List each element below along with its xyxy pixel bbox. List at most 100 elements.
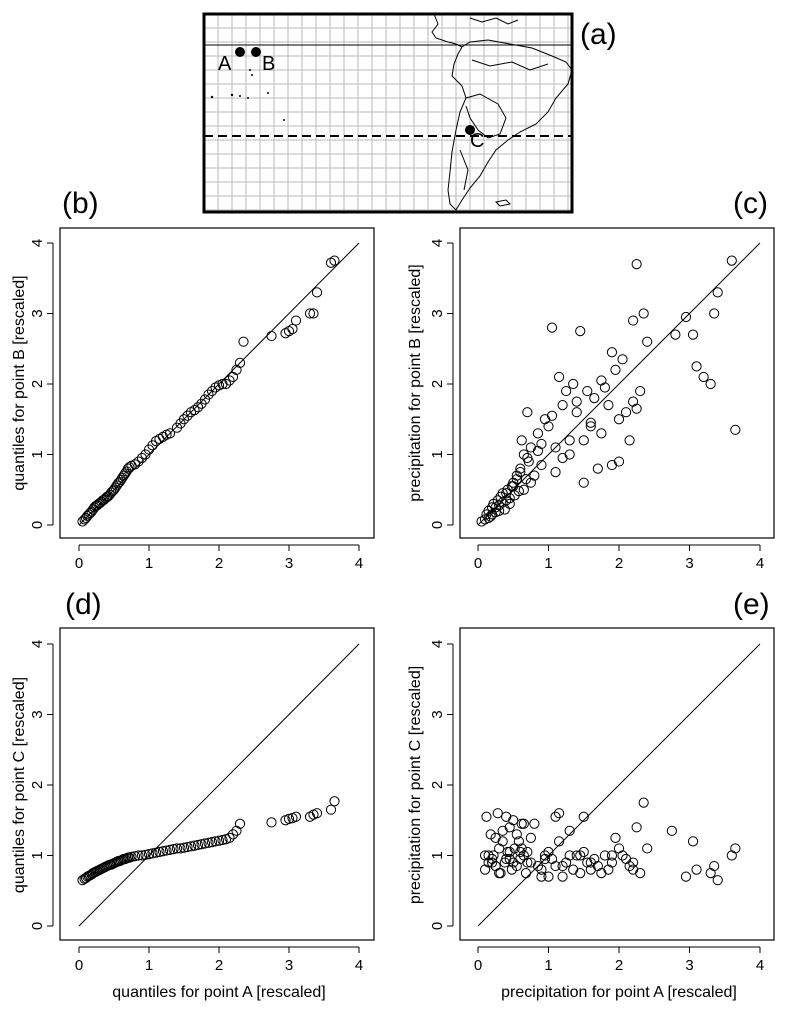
data-point-b (231, 364, 242, 375)
data-point-e (585, 857, 596, 868)
y-tick-label-d: 1 (29, 851, 46, 859)
data-point-e (516, 843, 527, 854)
data-point-c (518, 449, 529, 460)
data-point-e (613, 843, 625, 854)
y-tick-label-b: 0 (29, 521, 46, 529)
point-a-label: A (218, 53, 232, 75)
data-point-e (529, 818, 540, 829)
x-tick-label-e: 0 (474, 957, 482, 974)
data-point-c (568, 378, 579, 390)
x-tick-label-e: 1 (544, 957, 552, 974)
data-point-b (308, 308, 319, 319)
y-tick-label-b: 4 (29, 239, 46, 247)
data-point-d (199, 838, 211, 849)
data-point-e (522, 857, 533, 868)
data-point-c (536, 438, 547, 450)
data-point-e (564, 850, 575, 861)
scatter-plot-b: 0 1 2 3 4 0 1 2 3 4 (29, 227, 375, 572)
data-point-e (680, 871, 692, 882)
data-point-d (143, 848, 155, 860)
data-point-c (571, 396, 582, 407)
data-point-b (287, 323, 298, 335)
data-point-e (488, 850, 499, 861)
data-point-c (631, 259, 642, 270)
plot-frame-b (59, 227, 375, 539)
y-tick-label-d: 4 (29, 640, 46, 648)
data-point-e (585, 864, 596, 875)
country-border-1 (465, 93, 507, 139)
data-point-c (529, 470, 540, 481)
data-point-b (154, 433, 165, 445)
data-point-b (164, 428, 176, 439)
data-point-e (494, 843, 505, 854)
x-tick-label-e: 2 (615, 957, 623, 974)
data-point-e (536, 864, 547, 875)
data-point-d (161, 845, 172, 856)
data-point-c (628, 315, 639, 326)
x-tick-label-d: 1 (145, 957, 153, 974)
data-point-b (329, 255, 340, 266)
data-point-d (203, 837, 214, 848)
data-point-c (490, 502, 501, 513)
y-tick-label-c: 4 (429, 239, 446, 247)
data-point-c (536, 459, 547, 471)
data-point-c (691, 361, 702, 372)
data-point-c (631, 403, 642, 414)
point-c-label: C (470, 130, 484, 152)
south-america-outline (447, 39, 573, 211)
data-point-c (522, 407, 533, 418)
data-point-b (311, 287, 323, 298)
data-point-e (705, 868, 716, 879)
y-tick-label-e: 1 (429, 851, 446, 859)
data-point-d (227, 829, 239, 840)
data-point-e (712, 875, 723, 886)
x-tick-label-b: 0 (75, 555, 83, 572)
data-point-e (628, 864, 639, 875)
data-point-d (126, 851, 137, 863)
data-point-e (494, 868, 505, 879)
ylabel-c: precipitation for point B [rescaled] (407, 264, 424, 501)
data-point-c (483, 512, 494, 524)
data-point-e (518, 850, 529, 861)
data-point-e (606, 850, 618, 861)
data-point-b (129, 459, 141, 470)
data-point-e (516, 818, 527, 829)
data-point-c (492, 495, 503, 506)
data-point-e (709, 860, 720, 872)
xlabel-d: quantiles for point A [rescaled] (112, 984, 325, 1001)
data-point-c (606, 459, 618, 471)
data-point-e (617, 850, 628, 861)
data-point-e (592, 860, 603, 872)
panel-label-e: (e) (733, 588, 770, 621)
data-point-c (726, 255, 737, 266)
data-point-e (638, 797, 649, 808)
data-point-c (709, 308, 720, 319)
data-point-c (628, 396, 639, 407)
y-tick-label-d: 0 (29, 922, 46, 930)
data-point-c (599, 382, 611, 393)
data-point-c (635, 385, 646, 397)
x-tick-label-c: 4 (756, 555, 764, 572)
data-point-c (515, 463, 526, 474)
pacific-islands (210, 69, 285, 121)
data-point-d (164, 844, 176, 855)
data-point-b (136, 452, 148, 464)
data-point-c (557, 452, 568, 464)
data-point-c (730, 424, 741, 435)
data-point-e (631, 822, 642, 833)
point-c-marker (465, 125, 475, 135)
data-point-e (691, 864, 702, 875)
data-point-e (497, 836, 508, 847)
data-point-c (522, 452, 533, 464)
data-point-b (157, 431, 169, 442)
data-point-b (280, 328, 291, 339)
data-point-d (178, 842, 190, 853)
data-point-c (511, 474, 522, 485)
data-point-d (234, 818, 246, 829)
data-point-b (227, 371, 239, 383)
country-border-4 (459, 149, 469, 191)
data-point-e (596, 868, 607, 879)
data-point-d (175, 843, 186, 854)
data-point-c (508, 477, 519, 488)
